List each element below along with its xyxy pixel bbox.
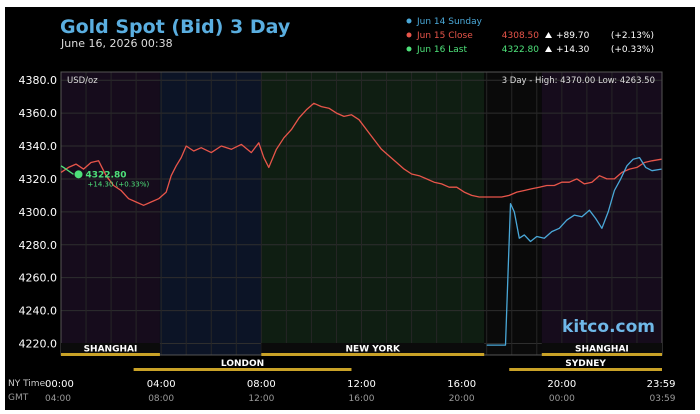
market-sessions: SHANGHAI NEW YORK SHANGHAI LONDON SYDNEY — [61, 343, 662, 371]
x-tick-ny-3: 12:00 — [347, 379, 376, 390]
legend-pct-2: (+0.33%) — [611, 45, 654, 55]
x-tick-ny-4: 16:00 — [447, 379, 476, 390]
x-tick-gmt-0: 04:00 — [45, 394, 71, 404]
legend-up-arrow-icon-2 — [545, 46, 552, 52]
series-layer — [60, 102, 662, 346]
chart-title: Gold Spot (Bid) 3 Day — [60, 16, 291, 38]
session-bottom-bar-0 — [133, 368, 352, 371]
x-tick-gmt-3: 16:00 — [349, 394, 375, 404]
shading-band-4 — [541, 72, 662, 355]
series-line-2 — [60, 165, 74, 175]
series-line-1 — [486, 156, 662, 346]
legend-change-1: +89.70 — [556, 31, 590, 41]
gold-spot-chart: 4322.80 +14.30 (+0.33%) Gold Spot (Bid) … — [8, 16, 676, 404]
legend-name-2: Jun 16 Last — [416, 45, 467, 55]
x-tick-gmt-4: 20:00 — [449, 394, 475, 404]
session-bottom-bar-1 — [509, 368, 662, 371]
legend: Jun 14 Sunday Jun 15 Close 4308.50 +89.70 (+… — [406, 17, 654, 55]
x-tick-ny-0: 00:00 — [45, 379, 74, 390]
y-tick-label-1: 4240.0 — [19, 305, 58, 318]
last-price-label: 4322.80 — [86, 170, 127, 180]
last-price-marker: 4322.80 +14.30 (+0.33%) — [74, 170, 150, 188]
shading-band-0 — [61, 72, 160, 355]
legend-value-2: 4322.80 — [502, 45, 539, 55]
x-tick-gmt-5: 00:00 — [549, 394, 575, 404]
legend-dot-0 — [406, 18, 412, 24]
session-top-bar-0 — [61, 353, 160, 356]
gmt-row-label: GMT — [8, 393, 29, 403]
session-top-label-2: SHANGHAI — [575, 345, 629, 355]
grid-lines — [61, 72, 662, 355]
session-top-bar-1 — [261, 353, 485, 356]
y-tick-label-5: 4320.0 — [19, 173, 58, 186]
y-axis: 4220.0 4240.0 4260.0 4280.0 4300.0 4320.0 4340… — [19, 74, 58, 350]
y-tick-label-3: 4280.0 — [19, 239, 58, 252]
last-price-dot — [74, 170, 83, 179]
kitco-logo-text: kitco.com — [562, 317, 655, 337]
last-price-change: +14.30 (+0.33%) — [88, 180, 150, 188]
y-tick-label-4: 4300.0 — [19, 206, 58, 219]
series-line-0 — [60, 102, 662, 206]
session-top-bg-2 — [541, 343, 662, 353]
legend-name-0: Jun 14 Sunday — [416, 17, 483, 27]
y-tick-label-0: 4220.0 — [19, 337, 58, 350]
shading-band-1 — [159, 72, 262, 355]
legend-dot-1 — [406, 32, 412, 38]
legend-name-1: Jun 15 Close — [416, 31, 473, 41]
x-axis: 00:00 04:00 04:00 08:00 08:00 12:00 12:00 16:00… — [45, 379, 676, 404]
shading-band-3 — [484, 72, 542, 355]
chart-container: 4322.80 +14.30 (+0.33%) Gold Spot (Bid) … — [5, 7, 695, 410]
legend-up-arrow-icon-1 — [545, 32, 552, 38]
session-top-bg-0 — [61, 343, 160, 353]
x-tick-ny-6: 23:59 — [647, 379, 676, 390]
legend-pct-1: (+2.13%) — [611, 31, 654, 41]
session-top-label-0: SHANGHAI — [84, 345, 138, 355]
session-bottom-label-0: LONDON — [221, 359, 264, 369]
ny-time-row-label: NY Time — [8, 379, 46, 389]
session-bottom-label-1: SYDNEY — [565, 359, 606, 369]
x-tick-gmt-6: 03:59 — [650, 394, 676, 404]
shading-band-2 — [261, 72, 485, 355]
y-tick-label-6: 4340.0 — [19, 140, 58, 153]
x-tick-ny-1: 04:00 — [147, 379, 176, 390]
x-tick-ny-5: 20:00 — [547, 379, 576, 390]
unit-label: USD/oz — [67, 76, 98, 86]
y-tick-label-7: 4360.0 — [19, 107, 58, 120]
session-top-bg-1 — [261, 343, 485, 353]
range-text: 3 Day - High: 4370.00 Low: 4263.50 — [502, 76, 655, 86]
y-tick-label-2: 4260.0 — [19, 272, 58, 285]
legend-value-1: 4308.50 — [502, 31, 539, 41]
x-tick-gmt-1: 08:00 — [148, 394, 174, 404]
session-top-bar-2 — [541, 353, 662, 356]
chart-subtitle: June 16, 2026 00:38 — [60, 37, 173, 50]
legend-dot-2 — [406, 46, 412, 52]
y-tick-label-8: 4380.0 — [19, 74, 58, 87]
x-tick-gmt-2: 12:00 — [248, 394, 274, 404]
session-top-label-1: NEW YORK — [346, 345, 402, 355]
legend-change-2: +14.30 — [556, 45, 590, 55]
x-tick-ny-2: 08:00 — [247, 379, 276, 390]
